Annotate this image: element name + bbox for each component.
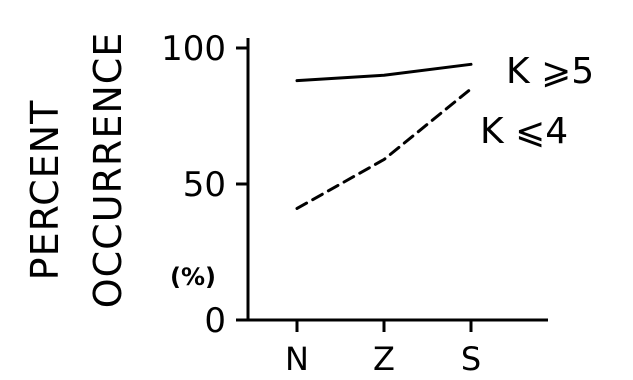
y-axis-label-line-1: PERCENT <box>23 100 67 281</box>
series-line-0 <box>295 62 473 83</box>
y-ticks: 0 50 100 <box>161 29 248 341</box>
y-tick-label: 50 <box>183 165 226 205</box>
series-label-1: K ⩽4 <box>480 111 568 152</box>
x-category-label: N <box>285 340 309 378</box>
y-tick-label: 100 <box>161 29 226 69</box>
y-tick-label: 0 <box>204 301 226 341</box>
x-category-label: Z <box>373 340 395 378</box>
x-category-label: S <box>461 340 481 378</box>
series-line-1 <box>295 87 473 210</box>
series-lines: K ⩾5 K ⩽4 <box>295 51 594 210</box>
series-label-0: K ⩾5 <box>506 51 594 92</box>
y-axis-label-line-2: OCCURRENCE <box>86 32 130 309</box>
unit-label: (%) <box>170 263 216 291</box>
